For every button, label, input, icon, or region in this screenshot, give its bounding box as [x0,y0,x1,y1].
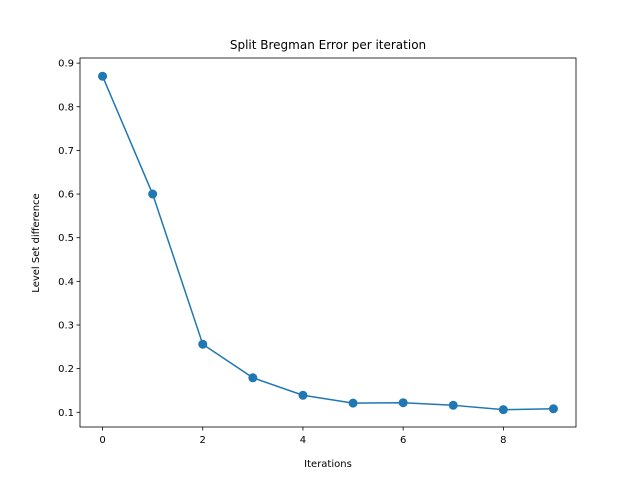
y-tick-label: 0.2 [58,364,74,375]
y-tick-label: 0.9 [58,59,74,70]
x-tick-label: 6 [400,435,406,446]
y-tick-label: 0.8 [58,102,74,113]
x-axis-title: Iterations [304,459,352,470]
y-tick-label: 0.1 [58,408,74,419]
data-point [398,398,408,408]
data-point [498,405,508,415]
x-axis-ticks: 0 2 4 6 8 [99,427,507,446]
x-tick-label: 0 [99,435,105,446]
y-tick-label: 0.6 [58,190,74,201]
series-line [101,75,554,411]
y-tick-label: 0.4 [58,277,74,288]
chart-title: Split Bregman Error per iteration [230,38,426,52]
data-point [448,400,458,410]
x-tick-label: 8 [500,435,506,446]
data-point [98,71,108,81]
data-point [198,339,208,349]
y-tick-label: 0.7 [58,146,74,157]
plot-frame [79,57,577,428]
data-point [348,398,358,408]
y-axis-ticks: 0.1 0.2 0.3 0.4 0.5 0.6 0.7 0.8 0.9 [58,59,80,419]
y-tick-label: 0.3 [58,320,74,331]
y-tick-label: 0.5 [58,233,74,244]
data-point [248,373,258,383]
data-point [298,390,308,400]
x-tick-label: 4 [300,435,306,446]
x-tick-label: 2 [200,435,206,446]
plot-marks [98,71,558,415]
data-point [548,404,558,414]
y-axis-title: Level Set difference [31,193,42,292]
data-point [148,189,158,199]
